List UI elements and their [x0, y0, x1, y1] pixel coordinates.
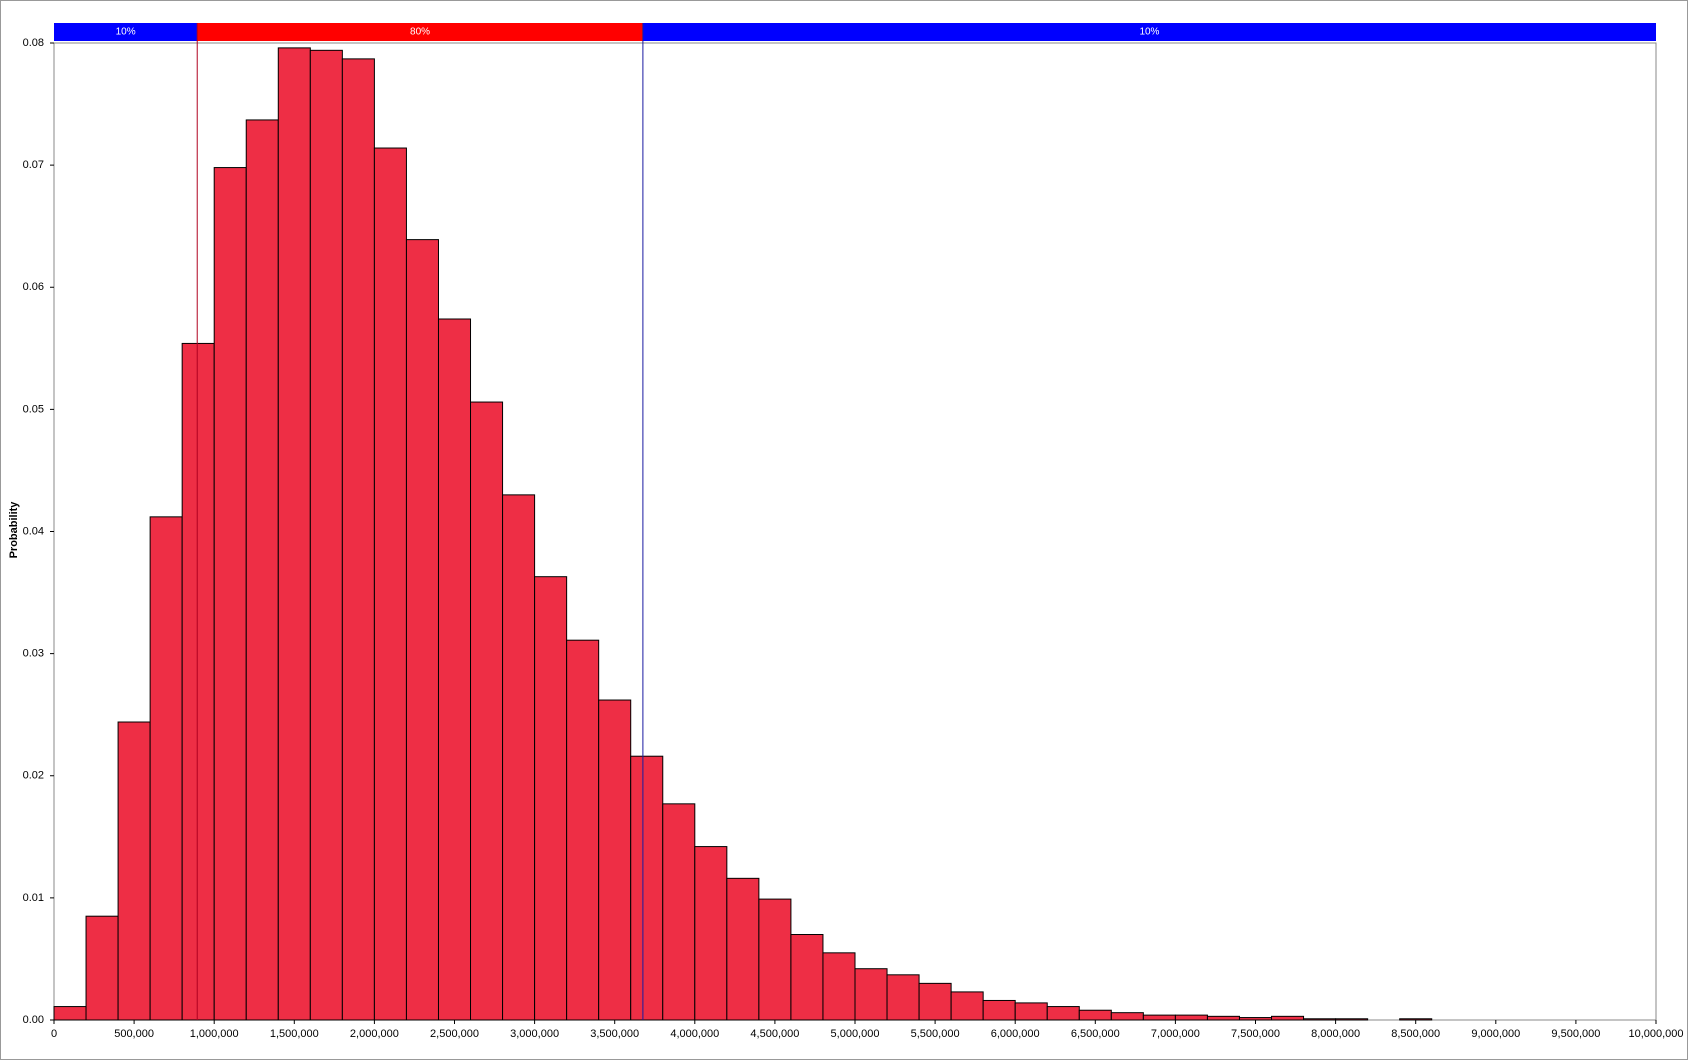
y-tick-label: 0.07	[23, 159, 44, 171]
bar	[534, 576, 568, 1021]
bar	[854, 968, 888, 1021]
y-tick-label: 0.04	[23, 525, 44, 537]
bar	[598, 699, 632, 1021]
bar	[758, 898, 792, 1021]
x-tick-label: 6,000,000	[991, 1028, 1040, 1040]
x-tick-label: 3,000,000	[510, 1028, 559, 1040]
bar	[630, 755, 664, 1021]
x-tick-label: 4,500,000	[750, 1028, 799, 1040]
bar	[1110, 1012, 1144, 1021]
x-tick-label: 1,500,000	[270, 1028, 319, 1040]
y-tick-label: 0.03	[23, 648, 44, 660]
x-tick-label: 4,000,000	[670, 1028, 719, 1040]
bar	[950, 991, 984, 1021]
bar	[886, 974, 920, 1021]
x-tick-label: 3,500,000	[590, 1028, 639, 1040]
x-tick-label: 9,500,000	[1551, 1028, 1600, 1040]
bar	[1399, 1018, 1433, 1021]
bar	[1142, 1014, 1176, 1021]
y-tick-label: 0.08	[23, 37, 44, 49]
bar	[309, 49, 343, 1021]
bar	[1014, 1002, 1048, 1021]
y-tick-label: 0.06	[23, 281, 44, 293]
bar	[341, 58, 375, 1021]
percentile-band	[54, 23, 198, 41]
bar	[1335, 1018, 1369, 1021]
x-tick-label: 8,000,000	[1311, 1028, 1360, 1040]
x-tick-label: 7,000,000	[1151, 1028, 1200, 1040]
bar	[694, 846, 728, 1021]
y-tick-label: 0.00	[23, 1014, 44, 1026]
bar	[470, 401, 504, 1021]
x-tick-label: 7,500,000	[1231, 1028, 1280, 1040]
bar	[662, 803, 696, 1021]
bar	[53, 1006, 87, 1021]
bar	[1303, 1018, 1337, 1021]
bar	[277, 47, 311, 1021]
percentile-band	[642, 23, 1656, 41]
bar	[1174, 1014, 1208, 1021]
bar	[790, 934, 824, 1021]
bar	[1206, 1015, 1240, 1021]
bar	[245, 119, 279, 1021]
bar	[982, 999, 1016, 1021]
band-label: 10%	[1139, 27, 1159, 38]
bar	[373, 147, 407, 1021]
y-axis-label: Probability	[8, 501, 20, 559]
bar	[213, 167, 247, 1021]
percentile-band	[197, 23, 643, 41]
x-tick-label: 5,500,000	[911, 1028, 960, 1040]
bar	[726, 877, 760, 1021]
bar	[405, 239, 439, 1021]
bar	[149, 516, 183, 1021]
x-tick-label: 2,000,000	[350, 1028, 399, 1040]
bar	[85, 915, 119, 1021]
bar	[1271, 1015, 1305, 1021]
bar	[1078, 1009, 1112, 1021]
bar	[502, 494, 536, 1021]
x-tick-label: 1,000,000	[190, 1028, 239, 1040]
x-tick-label: 0	[51, 1028, 57, 1040]
y-tick-label: 0.05	[23, 403, 44, 415]
y-tick-label: 0.01	[23, 892, 44, 904]
band-label: 10%	[116, 27, 136, 38]
x-tick-label: 9,000,000	[1471, 1028, 1520, 1040]
bar	[1238, 1017, 1273, 1021]
bar	[437, 318, 472, 1021]
bar	[566, 639, 600, 1021]
y-tick-label: 0.02	[23, 770, 44, 782]
x-tick-label: 5,000,000	[831, 1028, 880, 1040]
bar	[918, 982, 952, 1021]
x-tick-label: 10,000,000	[1628, 1028, 1683, 1040]
band-label: 80%	[410, 27, 430, 38]
bar	[117, 721, 151, 1021]
bar	[181, 342, 215, 1021]
x-tick-label: 8,500,000	[1391, 1028, 1440, 1040]
bar	[822, 952, 856, 1021]
x-tick-label: 2,500,000	[430, 1028, 479, 1040]
bar	[1046, 1006, 1080, 1021]
x-tick-label: 6,500,000	[1071, 1028, 1120, 1040]
x-tick-label: 500,000	[114, 1028, 154, 1040]
